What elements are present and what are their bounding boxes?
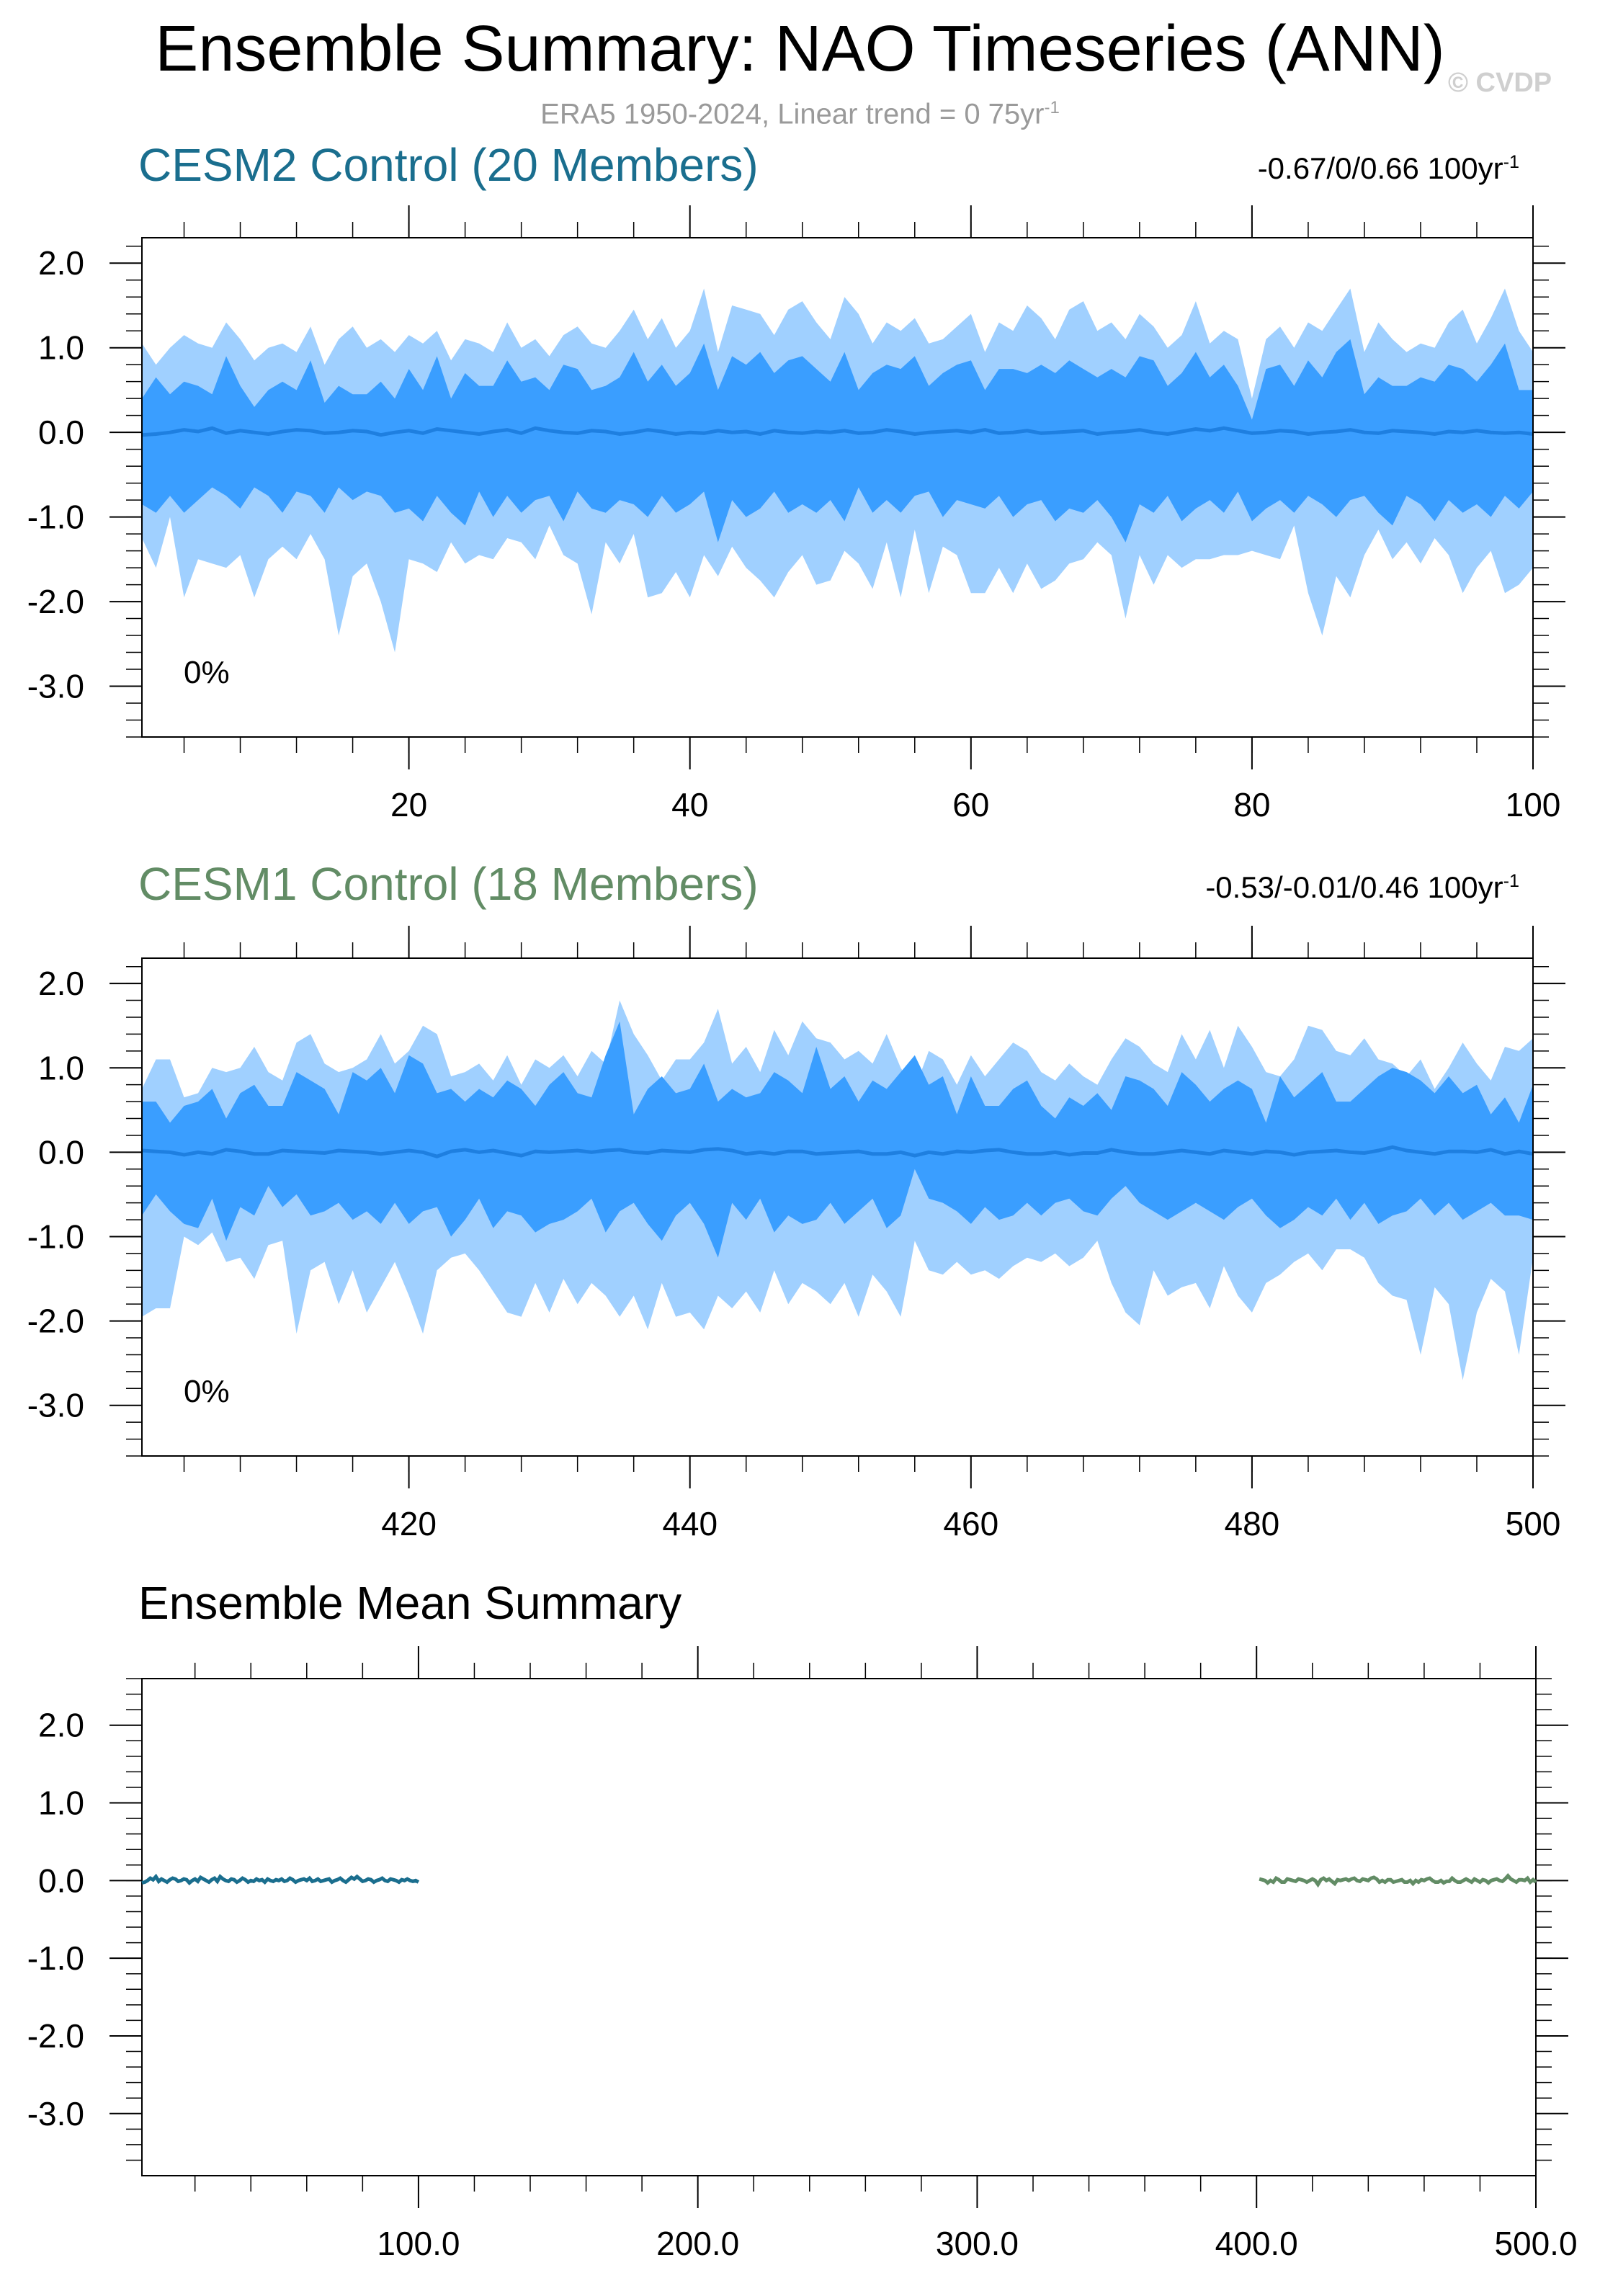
panel-1-title: CESM2 Control (20 Members) xyxy=(138,139,759,191)
y-tick-label: -1.0 xyxy=(27,1939,84,1977)
y-tick-label: -3.0 xyxy=(27,1387,84,1424)
percent-annotation: 0% xyxy=(184,655,230,690)
cesm1-mean-line xyxy=(1259,1873,1537,1888)
panel-3-title: Ensemble Mean Summary xyxy=(138,1577,682,1629)
subtitle-text: ERA5 1950-2024, Linear trend = 0 75yr xyxy=(540,98,1045,130)
x-tick-label: 100.0 xyxy=(377,2225,460,2262)
x-tick-label: 420 xyxy=(381,1505,437,1542)
plot-frame xyxy=(141,237,1534,738)
y-tick-label: -3.0 xyxy=(27,668,84,705)
panel-1-stats-text: -0.67/0/0.66 100yr xyxy=(1257,151,1503,185)
y-tick-label: -3.0 xyxy=(27,2095,84,2132)
x-tick-label: 100 xyxy=(1506,786,1561,823)
panel-3-axes: 2.0 1.0 0.0 -1.0 -2.0 -3.0 100.0 200.0 300.0 400.… xyxy=(27,1646,1578,2262)
y-tick-label: 0.0 xyxy=(38,414,84,451)
y-tick-label: -1.0 xyxy=(27,499,84,536)
x-tick-label: 60 xyxy=(952,786,989,823)
x-tick-label: 400.0 xyxy=(1215,2225,1298,2262)
y-tick-label: 2.0 xyxy=(38,1707,84,1744)
chart-subtitle: ERA5 1950-2024, Linear trend = 0 75yr-1 xyxy=(0,98,1600,130)
y-tick-label: -1.0 xyxy=(27,1218,84,1255)
watermark-text: © CVDP xyxy=(1448,68,1552,98)
y-tick-label: 2.0 xyxy=(38,965,84,1002)
x-tick-label: 300.0 xyxy=(936,2225,1019,2262)
subtitle-superscript: -1 xyxy=(1044,98,1060,117)
x-tick-label: 40 xyxy=(671,786,708,823)
page-title: Ensemble Summary: NAO Timeseries (ANN) xyxy=(155,13,1445,85)
plot-frame xyxy=(141,1678,1537,2176)
panel-1-stats: -0.67/0/0.66 100yr-1 xyxy=(1258,151,1519,186)
y-tick-label: -2.0 xyxy=(27,1303,84,1340)
y-tick-label: 1.0 xyxy=(38,1049,84,1086)
panel-2-stats: -0.53/-0.01/0.46 100yr-1 xyxy=(1205,870,1519,905)
y-tick-label: -2.0 xyxy=(27,2017,84,2055)
x-tick-label: 480 xyxy=(1225,1505,1280,1542)
ensemble-mean-line xyxy=(141,1145,1534,1158)
panel-1-stats-sup: -1 xyxy=(1503,152,1519,172)
cesm2-mean-line xyxy=(141,1873,420,1885)
ensemble-mean-line xyxy=(141,426,1534,437)
x-tick-label: 500.0 xyxy=(1494,2225,1577,2262)
y-tick-label: 2.0 xyxy=(38,244,84,282)
panel-2-stats-text: -0.53/-0.01/0.46 100yr xyxy=(1205,870,1503,904)
x-tick-label: 440 xyxy=(662,1505,718,1542)
y-tick-label: 1.0 xyxy=(38,1784,84,1822)
panel-2-title: CESM1 Control (18 Members) xyxy=(138,858,759,910)
x-tick-label: 460 xyxy=(943,1505,998,1542)
panel-2-stats-sup: -1 xyxy=(1503,871,1519,891)
percent-annotation: 0% xyxy=(184,1374,230,1409)
panel-2-bands xyxy=(141,1000,1534,1380)
x-tick-label: 200.0 xyxy=(656,2225,739,2262)
inner-range-band xyxy=(142,339,1533,542)
y-tick-label: 1.0 xyxy=(38,329,84,367)
inner-range-band xyxy=(142,1021,1533,1258)
y-tick-label: 0.0 xyxy=(38,1862,84,1899)
x-tick-label: 20 xyxy=(390,786,427,823)
y-tick-label: -2.0 xyxy=(27,583,84,620)
plot-frame xyxy=(141,957,1534,1457)
panel-1-bands xyxy=(141,288,1534,653)
y-tick-label: 0.0 xyxy=(38,1133,84,1171)
x-tick-label: 80 xyxy=(1233,786,1270,823)
panel-1-axes: 2.0 1.0 0.0 -1.0 -2.0 -3.0 20 40 60 80 100 xyxy=(27,205,1565,823)
panel-2-axes: 2.0 1.0 0.0 -1.0 -2.0 -3.0 420 440 460 480 500 xyxy=(27,926,1565,1542)
x-tick-label: 500 xyxy=(1506,1505,1561,1542)
